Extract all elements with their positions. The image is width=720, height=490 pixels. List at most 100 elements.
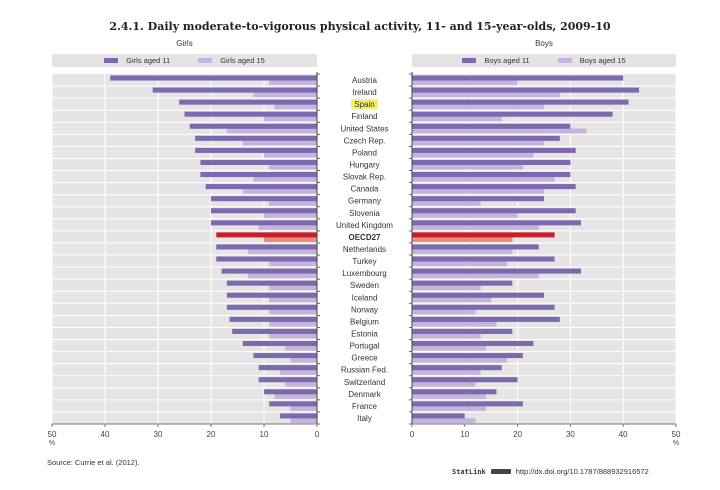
category-label-slovak-rep-: Slovak Rep.: [343, 173, 386, 182]
category-label-slovenia: Slovenia: [349, 209, 380, 218]
girls-bar-aged-15-switzerland: [285, 382, 317, 387]
boys-bar-aged-15-slovak-rep-: [412, 176, 555, 182]
girls-bar-aged-11-canada: [205, 184, 317, 190]
girls-x-tick-label: 10: [260, 430, 269, 439]
girls-bar-aged-15-iceland: [269, 297, 317, 303]
boys-bar-aged-15-denmark: [412, 394, 486, 399]
girls-bar-aged-11-greece: [253, 353, 317, 359]
boys-bar-aged-11-hungary: [412, 159, 571, 165]
legend-item-boys-15: Boys aged 15: [557, 56, 626, 65]
category-label-luxembourg: Luxembourg: [342, 269, 386, 278]
girls-bar-aged-11-turkey: [216, 256, 317, 262]
boys-bar-aged-11-belgium: [412, 316, 560, 322]
girls-bar-aged-11-hungary: [200, 159, 317, 165]
boys-x-tick-label: 10: [460, 430, 469, 439]
category-label-oecd27: OECD27: [348, 233, 381, 242]
statlink-brand: StatLink: [452, 467, 486, 476]
boys-bar-aged-11-switzerland: [412, 377, 518, 383]
girls-bar-aged-11-iceland: [226, 292, 317, 298]
girls-x-tick-label: 30: [154, 430, 163, 439]
girls-bar-aged-11-luxembourg: [221, 268, 317, 274]
girls-legend: Girls aged 11 Girls aged 15: [52, 54, 317, 67]
category-label-turkey: Turkey: [352, 257, 376, 266]
girls-bar-aged-15-oecd27: [264, 237, 317, 242]
boys-bar-aged-15-slovenia: [412, 213, 518, 218]
girls-bar-aged-15-italy: [290, 418, 317, 424]
category-label-portugal: Portugal: [350, 342, 380, 351]
girls-bar-aged-15-portugal: [285, 345, 317, 351]
boys-x-tick-label: 20: [513, 430, 522, 439]
boys-bar-aged-15-luxembourg: [412, 273, 539, 279]
category-label-czech-rep-: Czech Rep.: [344, 136, 386, 145]
statlink[interactable]: StatLink http://dx.doi.org/10.1787/88893…: [452, 467, 649, 476]
girls-bar-aged-15-greece: [290, 357, 317, 363]
boys-bar-aged-11-slovak-rep-: [412, 172, 571, 178]
boys-bar-aged-11-italy: [412, 413, 465, 419]
girls-bar-aged-15-slovenia: [264, 213, 317, 218]
girls-bar-aged-11-united-states: [189, 123, 317, 129]
boys-bar-aged-15-belgium: [412, 321, 497, 327]
girls-unit-label: %: [49, 440, 55, 447]
category-label-iceland: Iceland: [352, 293, 378, 302]
boys-bar-aged-15-poland: [412, 152, 534, 158]
girls-bar-aged-11-denmark: [264, 389, 317, 395]
boys-bar-aged-15-italy: [412, 418, 476, 424]
boys-bar-aged-11-netherlands: [412, 244, 539, 250]
category-label-france: France: [352, 402, 377, 411]
chart-title: 2.4.1. Daily moderate-to-vigorous physic…: [109, 20, 611, 33]
girls-bar-aged-11-germany: [211, 196, 317, 202]
girls-bar-aged-11-switzerland: [258, 377, 317, 383]
boys-x-tick-label: 0: [410, 430, 415, 439]
chart-svg: 0 10 20 30 40 50% 0 10 20 30 40 50% Austria Ireland Sp…: [48, 72, 681, 447]
boys-bar-aged-15-iceland: [412, 297, 492, 303]
girls-bar-aged-11-united-kingdom: [211, 220, 317, 226]
boys-bar-aged-11-estonia: [412, 328, 513, 334]
girls-bar-aged-15-united-kingdom: [258, 225, 317, 230]
girls-bar-aged-11-sweden: [226, 280, 317, 286]
boys-bar-aged-15-ireland: [412, 92, 560, 98]
girls-x-tick-label: 20: [207, 430, 216, 439]
girls-bar-aged-11-norway: [226, 304, 317, 310]
girls-bar-aged-11-slovak-rep-: [200, 172, 317, 178]
girls-bar-aged-11-netherlands: [216, 244, 317, 250]
girls-bar-aged-11-estonia: [232, 328, 317, 334]
boys-legend: Boys aged 11 Boys aged 15: [412, 54, 676, 67]
boys-bar-aged-15-sweden: [412, 285, 481, 291]
girls-bar-aged-15-denmark: [274, 394, 317, 399]
girls-bar-aged-15-united-states: [226, 128, 317, 134]
boys-bar-aged-15-germany: [412, 200, 481, 206]
legend-label: Boys aged 15: [579, 56, 626, 65]
girls-bar-aged-15-norway: [269, 309, 317, 315]
girls-bar-aged-11-italy: [279, 413, 317, 419]
category-label-greece: Greece: [351, 354, 378, 363]
boys-bar-aged-15-netherlands: [412, 249, 513, 255]
boys-bar-aged-15-greece: [412, 357, 508, 363]
girls-bar-aged-15-estonia: [269, 333, 317, 339]
girls-bar-aged-15-turkey: [269, 261, 317, 267]
boys-bar-aged-15-finland: [412, 116, 502, 122]
girls-bar-aged-15-ireland: [253, 92, 317, 98]
boys-bar-aged-15-france: [412, 406, 486, 411]
boys-bar-aged-11-spain: [412, 99, 629, 105]
boys-bar-aged-11-united-kingdom: [412, 220, 581, 226]
girls-bar-aged-15-germany: [269, 200, 317, 206]
boys-bar-aged-11-denmark: [412, 389, 497, 395]
category-label-finland: Finland: [351, 112, 377, 121]
girls-bar-aged-15-canada: [242, 188, 317, 194]
boys-bar-aged-15-united-kingdom: [412, 225, 539, 230]
category-highlight-spain: [351, 99, 378, 110]
girls-bar-aged-15-sweden: [269, 285, 317, 291]
boys-x-tick-label: 30: [566, 430, 575, 439]
boys-bar-aged-11-norway: [412, 304, 555, 310]
statlink-url[interactable]: http://dx.doi.org/10.1787/888932916572: [515, 467, 649, 476]
girls-bar-aged-15-finland: [264, 116, 317, 122]
boys-x-tick-label: 50: [672, 430, 681, 439]
category-label-austria: Austria: [352, 76, 377, 85]
category-label-united-states: United States: [340, 124, 388, 133]
girls-bar-aged-11-austria: [110, 75, 317, 81]
girls-bar-aged-11-slovenia: [211, 208, 317, 214]
boys-bar-aged-15-canada: [412, 188, 544, 194]
boys-bar-aged-15-russian-fed-: [412, 369, 481, 375]
boys-bar-aged-11-finland: [412, 111, 613, 117]
boys-bar-aged-11-poland: [412, 147, 576, 153]
